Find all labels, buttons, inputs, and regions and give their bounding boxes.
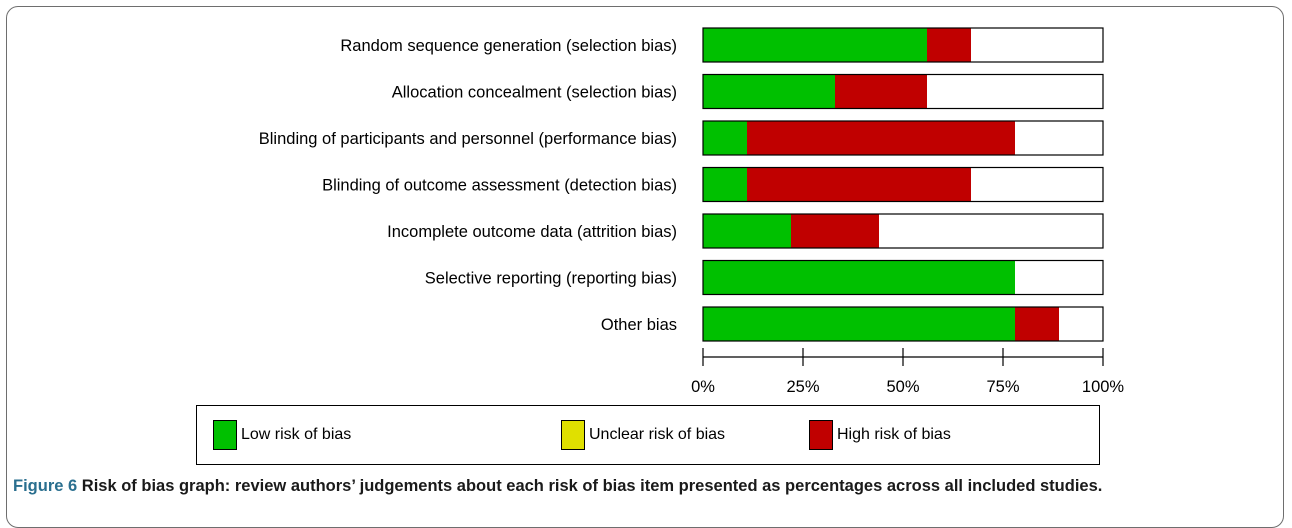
bar-segment-high <box>747 167 971 202</box>
legend-label-high: High risk of bias <box>837 426 951 443</box>
legend-item-low: Low risk of bias <box>213 420 351 450</box>
legend-swatch-low <box>213 420 237 450</box>
bar-outline <box>702 306 1104 342</box>
legend-item-unclear: Unclear risk of bias <box>561 420 725 450</box>
legend-label-low: Low risk of bias <box>241 426 352 443</box>
bar-segment-low <box>703 74 835 109</box>
bar-segment-low <box>703 260 1015 295</box>
category-label: Selective reporting (reporting bias) <box>425 270 677 288</box>
caption-text: Risk of bias graph: review authors’ judg… <box>81 477 1103 495</box>
bar-outline <box>702 259 1104 296</box>
bars-group <box>702 27 1104 342</box>
bar-outline <box>702 27 1104 63</box>
bar-outline <box>702 213 1104 249</box>
bar-outline <box>702 166 1104 203</box>
x-tick-label: 50% <box>886 378 919 396</box>
legend-swatch-unclear <box>561 420 585 450</box>
category-label: Incomplete outcome data (attrition bias) <box>387 223 677 241</box>
legend-swatch-high <box>809 420 833 450</box>
category-label: Random sequence generation (selection bi… <box>340 37 677 55</box>
bar-segment-high <box>1015 307 1059 341</box>
bar-segment-low <box>703 167 747 202</box>
x-tick-label: 0% <box>691 378 715 396</box>
x-tick-label: 75% <box>986 378 1019 396</box>
category-label: Other bias <box>601 316 677 334</box>
bar-segment-high <box>791 214 879 248</box>
x-axis: 0% 25% 50% 75% 100% <box>691 348 1124 396</box>
bar-segment-high <box>835 74 927 109</box>
category-labels: Random sequence generation (selection bi… <box>259 37 677 334</box>
bar-segment-low <box>703 28 927 62</box>
x-tick-label: 25% <box>786 378 819 396</box>
category-label: Allocation concealment (selection bias) <box>392 84 677 102</box>
bar-segment-low <box>703 214 791 248</box>
legend: Low risk of bias Unclear risk of bias Hi… <box>196 405 1100 465</box>
x-tick-label: 100% <box>1082 378 1125 396</box>
bar-outline <box>702 120 1104 156</box>
figure-caption: Figure 6 Risk of bias graph: review auth… <box>13 477 1283 496</box>
category-label: Blinding of participants and personnel (… <box>259 130 677 148</box>
bar-segment-low <box>703 121 747 155</box>
legend-item-high: High risk of bias <box>809 420 951 450</box>
caption-number: Figure 6 <box>13 477 78 495</box>
category-label: Blinding of outcome assessment (detectio… <box>322 177 677 195</box>
bar-segment-high <box>747 121 1015 155</box>
bar-segment-high <box>927 28 971 62</box>
bar-segment-low <box>703 307 1015 341</box>
bar-outline <box>702 73 1104 110</box>
legend-label-unclear: Unclear risk of bias <box>589 426 726 443</box>
risk-of-bias-chart: Random sequence generation (selection bi… <box>259 27 1124 396</box>
